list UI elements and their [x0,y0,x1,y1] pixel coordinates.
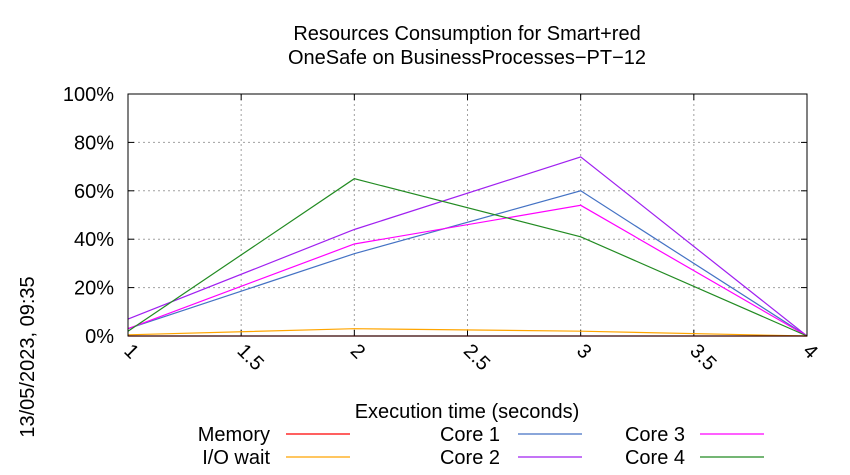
x-tick-label: 4 [798,340,821,363]
x-tick-label: 3 [572,340,595,363]
y-tick-label: 60% [74,181,114,203]
x-axis-ticks: 1 1.5 2 2.5 3 3.5 4 [119,94,822,375]
legend-label-core-4: Core 4 [625,447,685,469]
plot-frame [127,93,808,337]
series-line-core-4 [127,178,808,337]
x-tick-label: 2.5 [459,340,494,375]
x-tick-label: 3.5 [685,340,720,375]
legend-label-core-3: Core 3 [625,424,685,446]
series-line-i-o-wait [127,328,808,337]
x-tick-label: 1.5 [233,340,268,375]
y-tick-label: 0% [85,326,114,348]
chart-title-line-1: Resources Consumption for Smart+red [293,23,640,45]
legend-label-core-2: Core 2 [440,447,500,469]
x-tick-label: 1 [119,340,142,363]
y-tick-label: 20% [74,278,114,300]
y-tick-label: 40% [74,229,114,251]
x-axis-label: Execution time (seconds) [355,401,580,423]
legend-label-core-1: Core 1 [440,424,500,446]
series-line-core-3 [127,204,808,337]
x-tick-label: 2 [346,340,369,363]
chart-title-line-2: OneSafe on BusinessProcesses−PT−12 [288,47,646,69]
legend-label-memory: Memory [198,424,270,446]
y-tick-label: 100% [63,84,114,106]
timestamp-label: 13/05/2023, 09:35 [17,276,39,437]
series-line-core-2 [127,156,808,337]
y-tick-label: 80% [74,132,114,154]
series-line-core-1 [127,190,808,337]
gridlines [127,93,808,337]
y-axis-ticks: 0% 20% 40% 60% 80% 100% [63,84,807,348]
legend-label-i-o-wait: I/O wait [202,447,270,469]
